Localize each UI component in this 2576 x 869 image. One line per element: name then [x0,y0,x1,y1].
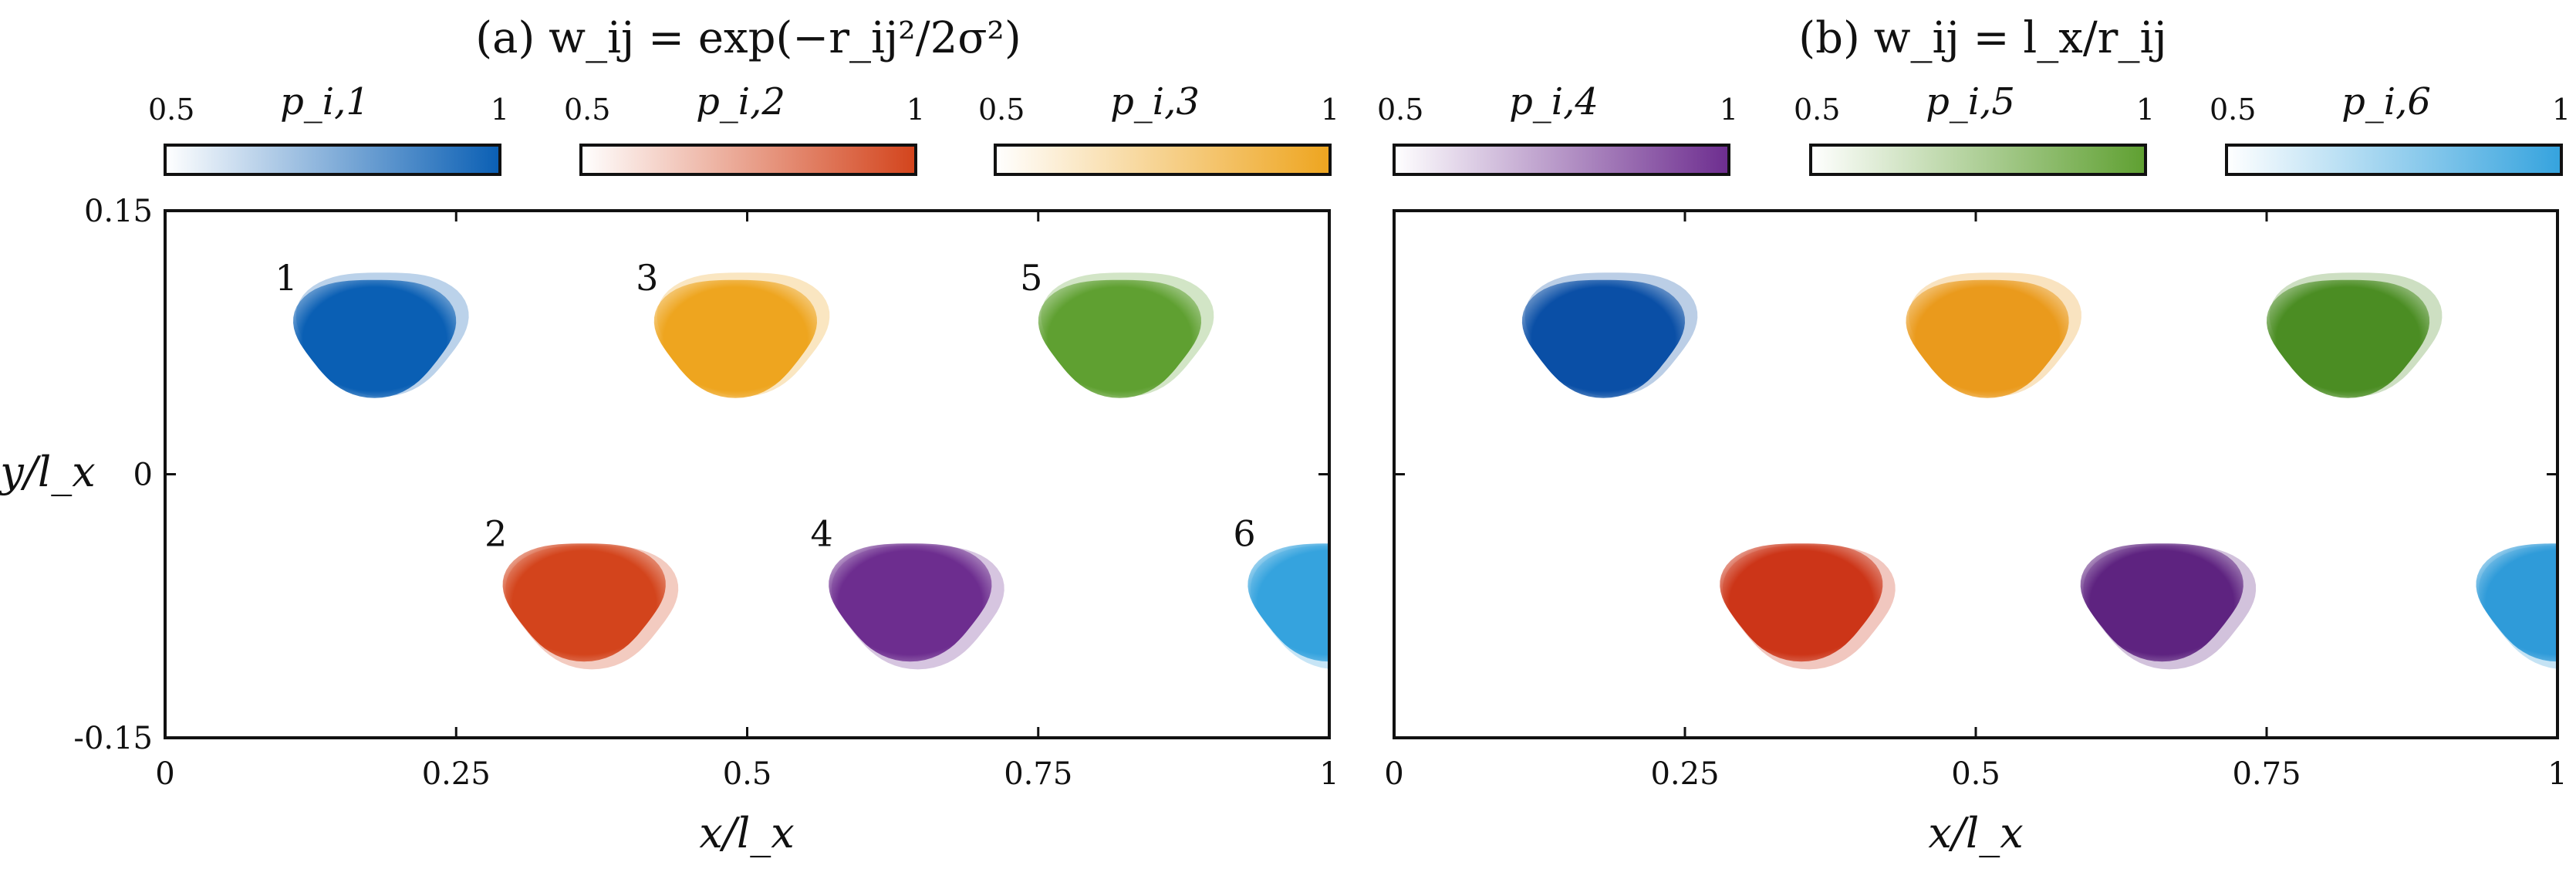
region-4 [829,543,992,662]
region-6 [2476,543,2557,662]
colorbar-6-min: 0.5 [2210,93,2256,127]
x-tick-label: 0 [1384,756,1403,792]
colorbar-6-max: 1 [2552,93,2571,127]
panel-a-region-labels: 1 2 3 4 5 6 [275,257,1255,555]
region-2 [502,543,666,662]
x-tick-label: 0.75 [2232,756,2301,792]
region-1 [293,279,457,398]
region-5 [1038,279,1201,398]
x-tick-label: 0.25 [422,756,491,792]
region-6 [1247,543,1329,662]
region-label-1: 1 [275,257,297,299]
colorbar-5-label: p_i,5 [1926,80,2015,123]
colorbar-4-max: 1 [1720,93,1738,127]
colorbar-1 [164,144,501,176]
region-4 [2080,543,2243,662]
colorbars: 0.5 1 p_i,1 0.5 1 p_i,2 0.5 1 p_i,3 0.5 1 p_i,4 0.5 1… [148,80,2571,176]
colorbar-1-label: p_i,1 [280,80,370,123]
panel-a-regions [293,272,1329,670]
y-tick-label: 0.15 [84,194,153,229]
region-3 [1906,279,2069,398]
panel-a-ticks: 0 0.25 0.5 0.75 10.150-0.15 [73,194,1339,792]
x-tick-label: 0.5 [723,756,772,792]
colorbar-4-min: 0.5 [1377,93,1423,127]
colorbar-5-max: 1 [2136,93,2155,127]
colorbar-2-max: 1 [906,93,925,127]
colorbar-3-max: 1 [1321,93,1339,127]
panel-b-title: (b) w_ij = l_x/r_ij [1798,13,2166,63]
region-5 [2267,279,2430,398]
colorbar-2-min: 0.5 [564,93,610,127]
y-tick-label: 0 [133,458,153,493]
colorbar-1-max: 1 [491,93,509,127]
colorbar-4-label: p_i,4 [1509,80,1599,123]
colorbar-5 [1809,144,2147,176]
x-tick-label: 1 [2547,756,2567,792]
region-label-6: 6 [1233,512,1255,554]
panel-a-ylabel: y/l_x [0,448,96,496]
x-tick-label: 0.25 [1650,756,1719,792]
panel-b-xlabel: x/l_x [1928,809,2023,857]
colorbar-1-min: 0.5 [148,93,194,127]
region-1 [1521,279,1685,398]
region-label-2: 2 [484,512,507,554]
region-2 [1720,543,1883,662]
colorbar-4 [1393,144,1730,176]
panel-a-title: (a) w_ij = exp(−r_ij²/2σ²) [475,13,1021,63]
x-tick-label: 0.5 [1951,756,2000,792]
y-tick-label: -0.15 [73,721,153,756]
region-label-4: 4 [811,512,833,554]
region-label-5: 5 [1020,257,1042,299]
x-tick-label: 1 [1319,756,1339,792]
panel-b: 0 0.25 0.5 0.75 1 x/l_x [1384,209,2568,857]
region-3 [653,279,817,398]
x-tick-label: 0 [155,756,174,792]
colorbar-2 [579,144,917,176]
colorbar-6 [2225,144,2563,176]
colorbar-6-label: p_i,6 [2341,80,2431,123]
panel-a-xlabel: x/l_x [699,809,794,857]
colorbar-3-label: p_i,3 [1110,80,1200,123]
colorbar-3-min: 0.5 [978,93,1025,127]
colorbar-5-min: 0.5 [1794,93,1840,127]
x-tick-label: 0.75 [1004,756,1072,792]
region-label-3: 3 [636,257,658,299]
panel-b-regions [1521,272,2557,670]
panel-b-ticks: 0 0.25 0.5 0.75 1 [1384,209,2568,792]
colorbar-2-label: p_i,2 [696,80,785,123]
colorbar-3 [994,144,1332,176]
